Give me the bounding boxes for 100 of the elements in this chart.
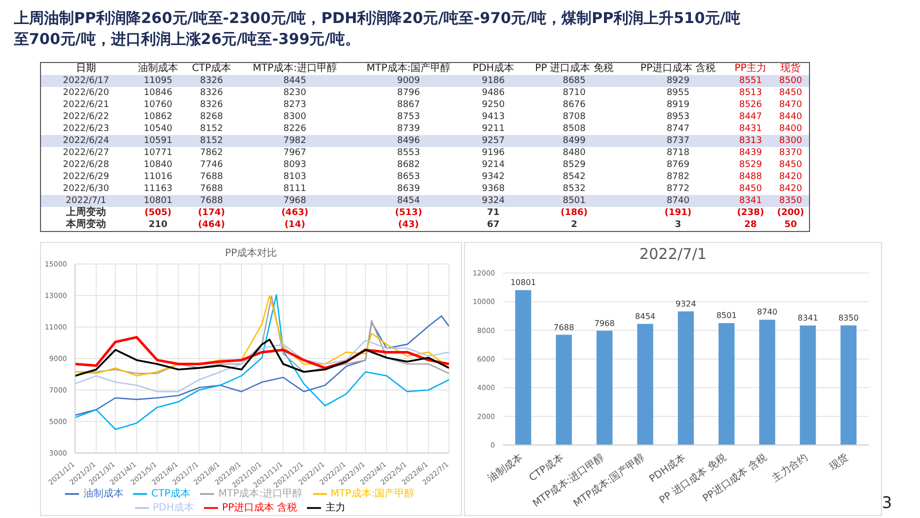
- data-label: 8230: [282, 87, 308, 99]
- data-label: (505): [144, 207, 173, 219]
- bar: [718, 323, 735, 445]
- data-label: 8919: [666, 99, 690, 111]
- bar: [840, 325, 857, 445]
- data-label: 8450: [778, 159, 804, 171]
- data-label: 8326: [199, 87, 224, 99]
- data-label: 8300: [778, 135, 804, 147]
- data-label: 50: [783, 219, 798, 232]
- data-label: 8447: [738, 111, 763, 123]
- data-label: 9486: [480, 87, 506, 99]
- data-label: 8470: [778, 99, 804, 111]
- data-label: 8480: [562, 147, 587, 159]
- data-label: 8350: [838, 313, 859, 322]
- data-label: 8326: [199, 99, 224, 111]
- data-label: 8103: [282, 171, 308, 183]
- data-label: 8431: [738, 123, 763, 135]
- chart-title: 上周油制PP利润降260元/吨至-2300元/吨，PDH利润降20元/吨至-970元/吨，煤制PP利润上升510元/吨至700元/吨，进口利润上涨26元/吨至-399元/吨。: [14, 8, 742, 50]
- data-label: 8740: [666, 195, 690, 207]
- data-label: 8551: [738, 75, 763, 87]
- data-label: 9368: [480, 183, 506, 195]
- data-label: (463): [280, 207, 310, 219]
- data-label: 9009: [396, 75, 421, 87]
- data-label: 8226: [282, 123, 308, 135]
- data-label: 8676: [562, 99, 587, 111]
- x-tick-label: CTP成本: [190, 62, 232, 75]
- bar: [678, 311, 694, 445]
- bar: [515, 290, 532, 445]
- bar: [556, 334, 572, 445]
- data-label: 8370: [778, 147, 804, 159]
- data-label: 67: [486, 219, 501, 232]
- data-label: 8420: [778, 171, 804, 183]
- y-tick-label: 2022/6/23: [62, 123, 110, 135]
- data-label: 11016: [142, 171, 174, 183]
- data-label: 8499: [562, 135, 587, 147]
- line-series: [75, 338, 449, 377]
- y-tick-label: 本周变动: [64, 219, 107, 232]
- data-label: 10840: [142, 159, 174, 171]
- data-label: 8501: [716, 311, 737, 320]
- chart-title: PP成本对比: [224, 246, 278, 260]
- x-tick-label: 现货: [780, 62, 802, 75]
- x-tick-label: PP 进口成本 免税: [534, 62, 614, 75]
- chart-title: 2022/7/1: [638, 245, 708, 263]
- data-label: 8753: [396, 111, 421, 123]
- data-label: 8300: [282, 111, 308, 123]
- bar: [759, 320, 776, 445]
- data-label: 71: [486, 207, 501, 219]
- data-label: 8152: [199, 123, 224, 135]
- data-label: (174): [197, 207, 226, 219]
- x-tick-label: PP主力: [734, 62, 768, 75]
- data-label: 9250: [480, 99, 506, 111]
- data-label: 8445: [282, 75, 308, 87]
- data-label: 8718: [666, 147, 690, 159]
- x-tick-label: PDH成本: [472, 62, 515, 75]
- data-label: (513): [394, 207, 424, 219]
- data-label: 8526: [738, 99, 763, 111]
- data-label: 8400: [778, 123, 804, 135]
- data-label: 8450: [738, 183, 763, 195]
- data-label: 9324: [480, 195, 506, 207]
- data-label: 8111: [282, 183, 308, 195]
- data-label: 8500: [778, 75, 804, 87]
- data-label: 8496: [396, 135, 421, 147]
- y-tick-label: 2022/6/27: [62, 147, 110, 159]
- data-label: 8093: [282, 159, 308, 171]
- data-label: 8273: [282, 99, 308, 111]
- data-label: (43): [397, 219, 420, 232]
- data-label: 8929: [666, 75, 690, 87]
- bar: [637, 324, 654, 445]
- data-label: (464): [197, 219, 226, 232]
- x-tick-label: PP进口成本 含税: [639, 62, 717, 75]
- data-label: 8439: [738, 147, 763, 159]
- data-label: 7968: [594, 318, 615, 328]
- data-label: 8737: [666, 135, 690, 147]
- data-label: 8953: [666, 111, 690, 123]
- data-label: 8639: [396, 183, 421, 195]
- y-tick-label: 2022/6/24: [62, 135, 110, 147]
- data-label: 8772: [666, 183, 690, 195]
- y-tick-label: 2022/6/20: [62, 87, 110, 99]
- data-label: 7688: [554, 322, 574, 332]
- data-label: 8313: [738, 135, 763, 147]
- data-label: 9186: [480, 75, 506, 87]
- data-label: 28: [743, 219, 758, 232]
- data-label: 8532: [562, 183, 587, 195]
- data-label: (14): [283, 219, 306, 232]
- data-label: 8450: [778, 87, 804, 99]
- data-label: 3: [674, 219, 682, 232]
- y-tick-label: 2022/7/1: [64, 195, 108, 206]
- data-label: 10801: [510, 278, 536, 288]
- data-label: 10760: [142, 99, 174, 111]
- data-label: 8782: [666, 171, 690, 183]
- y-tick-label: 2022/6/29: [62, 171, 110, 183]
- data-label: 8341: [798, 313, 818, 322]
- data-label: 9214: [480, 159, 506, 171]
- y-tick-label: 2022/6/28: [62, 159, 110, 171]
- legend-label: 主力: [325, 502, 346, 514]
- data-label: 8501: [562, 195, 587, 207]
- data-label: 8769: [666, 159, 690, 171]
- data-label: 7688: [199, 195, 224, 207]
- y-tick-label: 2022/6/22: [62, 111, 110, 123]
- data-label: 7982: [282, 135, 308, 147]
